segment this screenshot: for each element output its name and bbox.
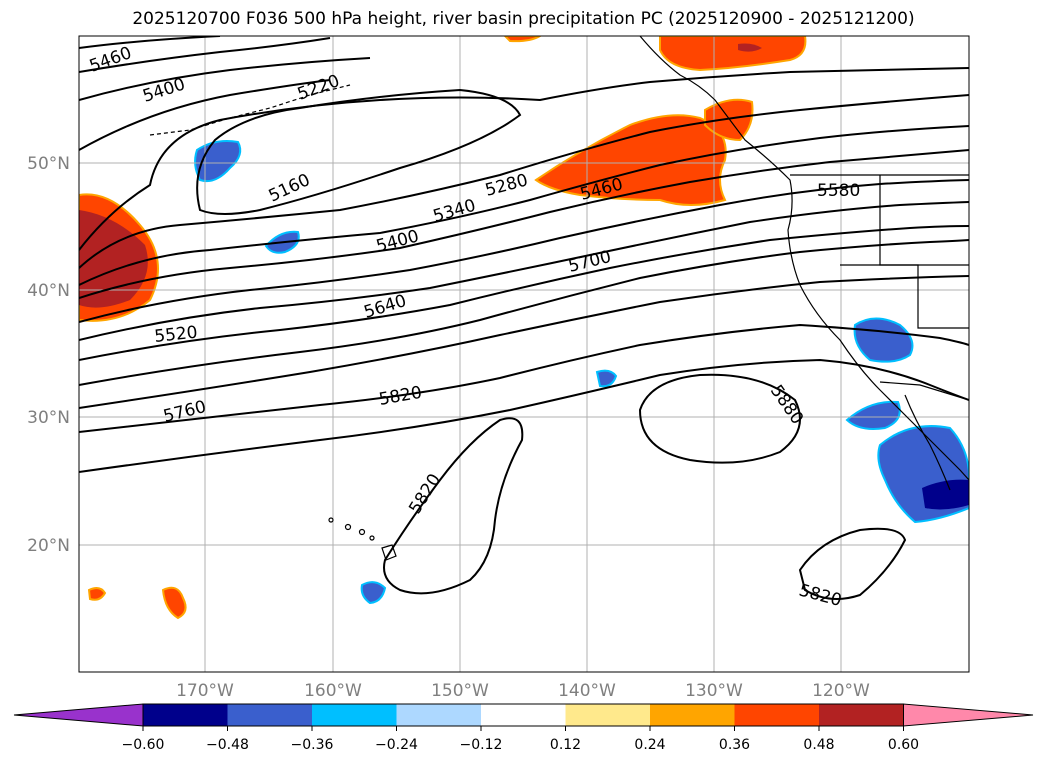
coastlines xyxy=(149,36,969,491)
contour-label: 5340 xyxy=(431,196,478,227)
coastline-baja xyxy=(904,394,951,491)
map-title: 2025120700 F036 500 hPa height, river ba… xyxy=(132,9,915,29)
precip-blob-mexico-core xyxy=(922,479,969,510)
precip-blob-baja-north xyxy=(845,400,901,430)
precip-blob-north-small xyxy=(503,36,542,43)
contour-5520 xyxy=(79,179,969,323)
lon-label: 160°W xyxy=(304,681,362,701)
contour-label: 5820 xyxy=(377,383,423,410)
contour-5760 xyxy=(79,275,969,409)
lon-label: 170°W xyxy=(176,681,234,701)
colorbar-segment xyxy=(312,704,397,726)
contour-label: 5580 xyxy=(817,181,860,201)
colorbar-tick-label: −0.60 xyxy=(122,737,165,753)
colorbar-tick-label: −0.24 xyxy=(375,737,418,753)
colorbar-tick-label: 0.48 xyxy=(803,737,834,753)
precip-blob-california xyxy=(853,317,914,363)
contour-label: 5160 xyxy=(266,170,314,206)
colorbar-tick-label: 0.36 xyxy=(719,737,750,753)
colorbar-tick-label: 0.12 xyxy=(550,737,581,753)
colorbar-tick-label: 0.24 xyxy=(634,737,665,753)
contour-5700 xyxy=(79,239,969,386)
precip-blob-northeast xyxy=(534,114,727,206)
contour-label: 5220 xyxy=(295,71,342,105)
contour-5400 xyxy=(79,37,331,73)
colorbar-tick-label: −0.36 xyxy=(291,737,334,753)
contour-5850 xyxy=(79,358,969,473)
contour-5460-mid xyxy=(79,149,969,299)
precip-blob-hawaii xyxy=(360,581,387,605)
lat-label: 40°N xyxy=(27,281,70,301)
contour-label: 5520 xyxy=(153,323,198,347)
contour-5340 xyxy=(79,94,969,269)
contour-5820-se-loop xyxy=(798,527,907,600)
colorbar-segment xyxy=(396,704,481,726)
contour-label: 5460 xyxy=(87,43,134,77)
contour-label: 5400 xyxy=(374,226,421,257)
precip-blob-sw-2 xyxy=(161,586,187,620)
colorbar-segment xyxy=(565,704,650,726)
colorbar-segment xyxy=(481,704,566,726)
contour-label: 5820 xyxy=(405,470,445,517)
contour-5160-loop xyxy=(196,88,522,215)
contour-5640 xyxy=(79,225,969,361)
contour-5580 xyxy=(79,201,969,341)
hawaiian-islands xyxy=(328,517,397,561)
contour-5280 xyxy=(79,67,969,251)
contour-5880-loop xyxy=(638,373,801,464)
us-mexico-border xyxy=(879,381,969,401)
contour-5340-top xyxy=(79,57,371,101)
coastline-north-america xyxy=(639,36,969,481)
colorbar-tick-label: −0.48 xyxy=(206,737,249,753)
us-state-border-b xyxy=(840,264,969,329)
colorbar-tick-label: −0.12 xyxy=(460,737,503,753)
precip-blob-alaska xyxy=(659,36,807,72)
contour-5820-south-loop xyxy=(383,417,524,595)
precip-blob-alaska-core xyxy=(738,43,762,52)
lat-label: 50°N xyxy=(27,154,70,174)
map-gridlines xyxy=(79,36,969,672)
precip-blob-bc xyxy=(704,98,754,142)
lat-label: 20°N xyxy=(27,536,70,556)
contour-5820 xyxy=(79,323,969,433)
us-state-border-a xyxy=(879,175,969,266)
colorbar-outline xyxy=(142,703,904,727)
contour-5400-mid xyxy=(79,125,969,286)
contour-5460 xyxy=(79,36,221,49)
lat-label: 30°N xyxy=(27,408,70,428)
lon-label: 130°W xyxy=(685,681,743,701)
lon-label: 150°W xyxy=(431,681,489,701)
contour-5220 xyxy=(79,79,331,151)
colorbar-extend-right xyxy=(903,703,1034,727)
lon-label: 120°W xyxy=(812,681,870,701)
lon-label: 140°W xyxy=(558,681,616,701)
colorbar-extend-left xyxy=(13,703,144,727)
map-frame xyxy=(78,35,970,673)
longitude-labels: 170°W 160°W 150°W 140°W 130°W 120°W xyxy=(176,681,870,701)
contour-label: 5280 xyxy=(483,170,530,201)
colorbar-segment xyxy=(227,704,312,726)
contour-label: 5400 xyxy=(140,74,187,106)
colorbar-tick-label: 0.60 xyxy=(888,737,919,753)
contour-label: 5820 xyxy=(797,581,844,612)
precip-blob-central xyxy=(595,369,618,388)
precip-blob-sw-1 xyxy=(87,587,107,601)
colorbar: −0.60 −0.48 −0.36 −0.24 −0.12 0.12 0.24 0.36 0.4… xyxy=(13,703,1034,753)
map-plot-area: 5460 5400 5220 5160 5280 5460 5340 5400 … xyxy=(79,36,969,672)
colorbar-segment xyxy=(819,704,904,726)
latitude-labels: 50°N 40°N 30°N 20°N xyxy=(27,154,70,556)
colorbar-segment xyxy=(143,704,228,726)
height-contours xyxy=(79,36,969,600)
contour-label: 5760 xyxy=(161,397,208,427)
colorbar-segment xyxy=(650,704,735,726)
colorbar-segment xyxy=(734,704,819,726)
